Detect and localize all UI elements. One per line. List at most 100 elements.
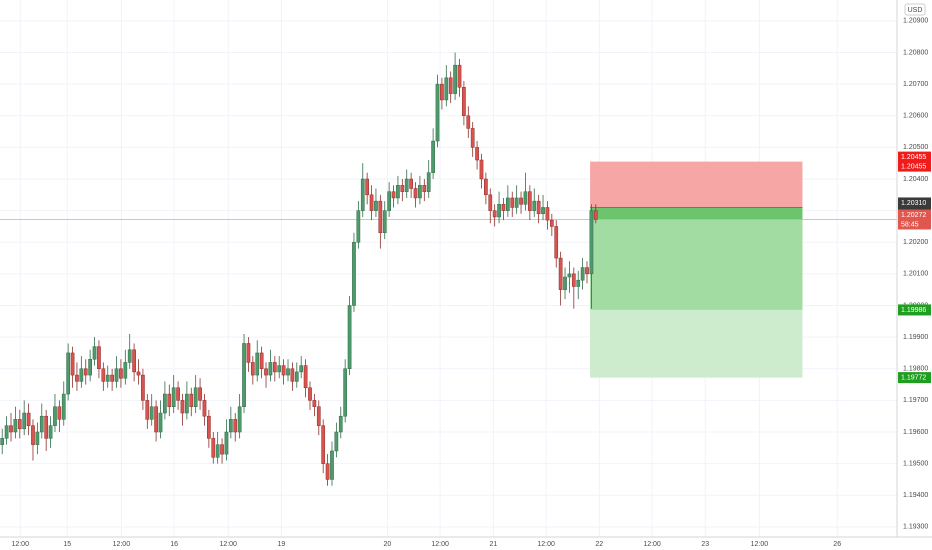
y-tick-label: 1.20500	[903, 144, 928, 151]
candle-body	[536, 200, 541, 215]
candle-body	[303, 365, 308, 388]
candle-body	[343, 368, 348, 417]
candle-body	[391, 191, 396, 199]
candle-body	[193, 387, 198, 407]
candle-body	[110, 374, 114, 382]
candle-body	[13, 419, 18, 433]
candle-body	[506, 197, 510, 211]
candle-body	[294, 371, 299, 382]
candle-body	[207, 415, 211, 439]
x-tick-label: 12:00	[537, 541, 555, 548]
candle-body	[479, 159, 484, 180]
candle-body	[228, 419, 233, 433]
candles	[0, 52, 598, 486]
candle-body	[237, 406, 242, 433]
x-tick-label: 12:00	[431, 541, 449, 548]
candle-body	[554, 226, 559, 259]
candle-body	[523, 191, 528, 205]
x-tick-label: 16	[170, 541, 178, 548]
candle-body	[435, 83, 440, 142]
y-tick-label: 1.19700	[903, 397, 928, 404]
candle-body	[189, 393, 194, 407]
candle-body	[70, 352, 75, 376]
price-label-box	[898, 209, 931, 230]
price-label-box	[898, 372, 931, 384]
candle-body	[325, 463, 330, 480]
candle-body	[61, 393, 66, 420]
candle-body	[510, 197, 515, 208]
x-tick-label: 12:00	[219, 541, 237, 548]
candle-body	[338, 415, 343, 433]
candle-body	[352, 242, 356, 306]
candle-body	[101, 368, 106, 382]
x-tick-label: 19	[278, 541, 286, 548]
candle-body	[444, 77, 449, 101]
candle-body	[154, 406, 158, 433]
candle-body	[567, 273, 572, 278]
candle-body	[22, 412, 27, 430]
candle-body	[286, 368, 290, 376]
candle-body	[233, 419, 238, 433]
y-tick-label: 1.20700	[903, 81, 928, 88]
x-tick-label: 26	[833, 541, 841, 548]
candle-body	[404, 178, 409, 192]
candle-body	[593, 210, 598, 220]
candle-body	[185, 393, 189, 414]
candle-body	[163, 393, 167, 414]
price-label-box	[898, 151, 931, 172]
candle-body	[409, 178, 413, 189]
candle-body	[426, 172, 431, 192]
candle-body	[527, 191, 532, 211]
x-tick-label: 15	[63, 541, 71, 548]
candle-body	[145, 400, 150, 420]
candle-body	[545, 207, 550, 221]
candle-body	[484, 178, 488, 196]
y-tick-label: 1.20600	[903, 113, 928, 120]
candle-body	[396, 185, 400, 199]
y-tick-label: 1.19400	[903, 492, 928, 499]
candle-body	[422, 185, 427, 192]
candle-body	[281, 365, 286, 376]
candle-body	[136, 371, 141, 376]
price-label: 1.19986	[901, 307, 926, 314]
candle-body	[448, 77, 453, 94]
candle-body	[360, 178, 365, 211]
candle-body	[66, 352, 71, 395]
candle-body	[400, 185, 405, 192]
candle-body	[312, 400, 317, 407]
candle-body	[119, 368, 123, 379]
price-label: 58:45	[901, 221, 919, 228]
candle-body	[79, 368, 84, 382]
candle-body	[497, 204, 501, 218]
candle-body	[308, 387, 312, 401]
y-tick-label: 1.19300	[903, 524, 928, 531]
candle-body	[387, 191, 391, 211]
candle-body	[519, 197, 523, 205]
y-tick-label: 1.20800	[903, 49, 928, 56]
candle-body	[17, 419, 22, 430]
y-tick-label: 1.20400	[903, 176, 928, 183]
candle-body	[35, 431, 40, 445]
x-tick-label: 23	[701, 541, 709, 548]
candle-body	[457, 64, 462, 88]
price-label: 1.19772	[901, 374, 926, 381]
candle-body	[356, 210, 361, 243]
x-tick-label: 12:00	[11, 541, 29, 548]
candle-body	[198, 387, 202, 401]
candle-body	[224, 431, 229, 455]
currency-box[interactable]	[904, 3, 926, 16]
candle-body	[330, 450, 334, 480]
candle-body	[123, 362, 128, 379]
x-tick-label: 12:00	[643, 541, 661, 548]
position-tool[interactable]	[0, 161, 897, 378]
candle-body	[365, 178, 370, 196]
candle-body	[53, 406, 57, 426]
candle-body	[88, 359, 92, 376]
candle-body	[382, 210, 387, 234]
candle-body	[272, 362, 277, 373]
candle-body	[563, 276, 567, 290]
currency: USD	[908, 7, 923, 14]
far-target-zone	[590, 309, 803, 378]
candle-body	[558, 257, 563, 290]
